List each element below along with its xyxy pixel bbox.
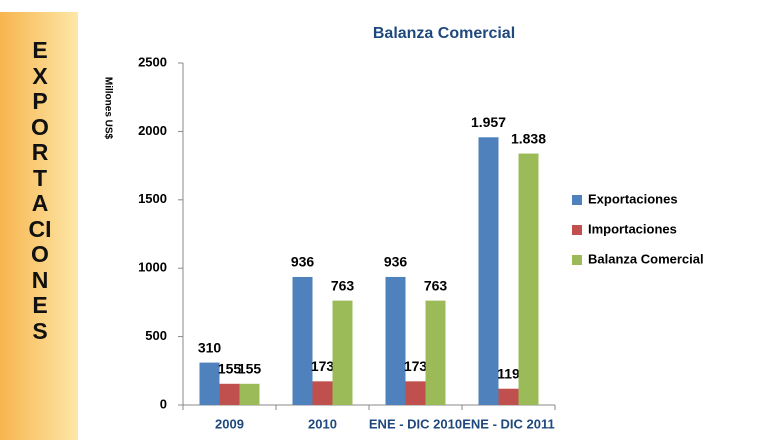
- y-tick-label: 0: [160, 396, 167, 411]
- bar: [385, 276, 406, 405]
- bar: [292, 276, 313, 405]
- y-tick-label: 2000: [138, 123, 167, 138]
- y-tick-label: 500: [145, 328, 167, 343]
- y-tick-label: 1500: [138, 191, 167, 206]
- legend-label: Balanza Comercial: [588, 251, 704, 266]
- chart-title: Balanza Comercial: [373, 25, 515, 42]
- bar: [425, 300, 446, 405]
- y-tick-label: 1000: [138, 260, 167, 275]
- data-label: 1.957: [471, 114, 506, 130]
- data-label: 936: [291, 254, 315, 270]
- bar: [478, 137, 499, 405]
- y-axis-label: Millones US$: [102, 77, 113, 140]
- data-label: 763: [331, 277, 355, 293]
- x-tick-label: 2010: [308, 416, 337, 431]
- side-strip: [0, 12, 78, 440]
- x-tick-label: ENE - DIC 2011: [462, 416, 555, 431]
- bar: [199, 362, 220, 405]
- data-label: 119: [497, 365, 520, 381]
- bar: [312, 381, 333, 405]
- data-label: 173: [311, 358, 335, 374]
- bar: [518, 153, 539, 405]
- data-label: 1.838: [511, 130, 546, 146]
- x-tick-label: ENE - DIC 2010: [369, 416, 462, 431]
- legend-label: Exportaciones: [588, 191, 678, 206]
- bar: [332, 300, 353, 405]
- y-tick-label: 2500: [138, 54, 167, 69]
- data-label: 173: [404, 358, 428, 374]
- legend-swatch: [572, 255, 582, 265]
- legend-swatch: [572, 195, 582, 205]
- data-label: 155: [238, 360, 262, 376]
- legend-label: Importaciones: [588, 221, 677, 236]
- bar: [498, 388, 519, 405]
- data-label: 936: [384, 254, 408, 270]
- bar: [405, 381, 426, 405]
- side-label: EXPORTACIONES: [28, 37, 52, 344]
- data-label: 155: [218, 360, 242, 376]
- bar: [219, 383, 240, 405]
- data-label: 763: [424, 277, 448, 293]
- legend-swatch: [572, 225, 582, 235]
- data-label: 310: [198, 339, 222, 355]
- x-tick-label: 2009: [215, 416, 244, 431]
- bar: [239, 383, 260, 405]
